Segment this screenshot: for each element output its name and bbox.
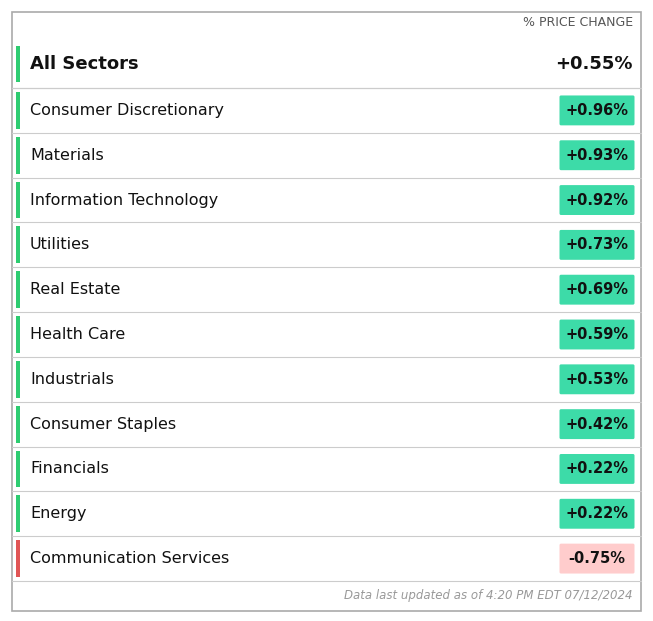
- Text: +0.59%: +0.59%: [565, 327, 629, 342]
- Text: Consumer Discretionary: Consumer Discretionary: [30, 103, 224, 118]
- Bar: [16, 181, 20, 219]
- Text: +0.22%: +0.22%: [565, 461, 628, 476]
- Text: Utilities: Utilities: [30, 237, 90, 252]
- Bar: [16, 46, 20, 82]
- Text: +0.22%: +0.22%: [565, 506, 628, 521]
- Text: Health Care: Health Care: [30, 327, 125, 342]
- Bar: [16, 271, 20, 308]
- Text: +0.69%: +0.69%: [565, 282, 628, 297]
- Text: Industrials: Industrials: [30, 372, 114, 387]
- FancyBboxPatch shape: [560, 499, 635, 528]
- FancyBboxPatch shape: [560, 230, 635, 260]
- Text: +0.73%: +0.73%: [565, 237, 628, 252]
- Text: Financials: Financials: [30, 461, 109, 476]
- FancyBboxPatch shape: [560, 320, 635, 350]
- Text: +0.96%: +0.96%: [565, 103, 628, 118]
- Text: +0.42%: +0.42%: [565, 417, 628, 432]
- Bar: [16, 137, 20, 174]
- Text: -0.75%: -0.75%: [569, 551, 626, 566]
- FancyBboxPatch shape: [560, 454, 635, 484]
- Text: Communication Services: Communication Services: [30, 551, 229, 566]
- FancyBboxPatch shape: [560, 543, 635, 574]
- FancyBboxPatch shape: [560, 365, 635, 394]
- FancyBboxPatch shape: [560, 274, 635, 305]
- Text: Information Technology: Information Technology: [30, 193, 218, 207]
- Text: All Sectors: All Sectors: [30, 55, 138, 73]
- Bar: [16, 540, 20, 577]
- Bar: [16, 361, 20, 397]
- Text: Data last updated as of 4:20 PM EDT 07/12/2024: Data last updated as of 4:20 PM EDT 07/1…: [345, 589, 633, 602]
- Text: Real Estate: Real Estate: [30, 282, 120, 297]
- Bar: [16, 451, 20, 487]
- Bar: [16, 92, 20, 129]
- Bar: [16, 406, 20, 443]
- Text: Consumer Staples: Consumer Staples: [30, 417, 176, 432]
- Bar: [16, 496, 20, 532]
- Text: +0.55%: +0.55%: [556, 55, 633, 73]
- FancyBboxPatch shape: [560, 140, 635, 170]
- Text: % PRICE CHANGE: % PRICE CHANGE: [523, 16, 633, 29]
- Text: Energy: Energy: [30, 506, 86, 521]
- Text: +0.93%: +0.93%: [565, 148, 628, 163]
- Text: +0.53%: +0.53%: [565, 372, 629, 387]
- Text: +0.92%: +0.92%: [565, 193, 628, 207]
- FancyBboxPatch shape: [560, 96, 635, 125]
- Text: Materials: Materials: [30, 148, 104, 163]
- FancyBboxPatch shape: [560, 409, 635, 439]
- Bar: [16, 316, 20, 353]
- FancyBboxPatch shape: [560, 185, 635, 215]
- Bar: [16, 227, 20, 263]
